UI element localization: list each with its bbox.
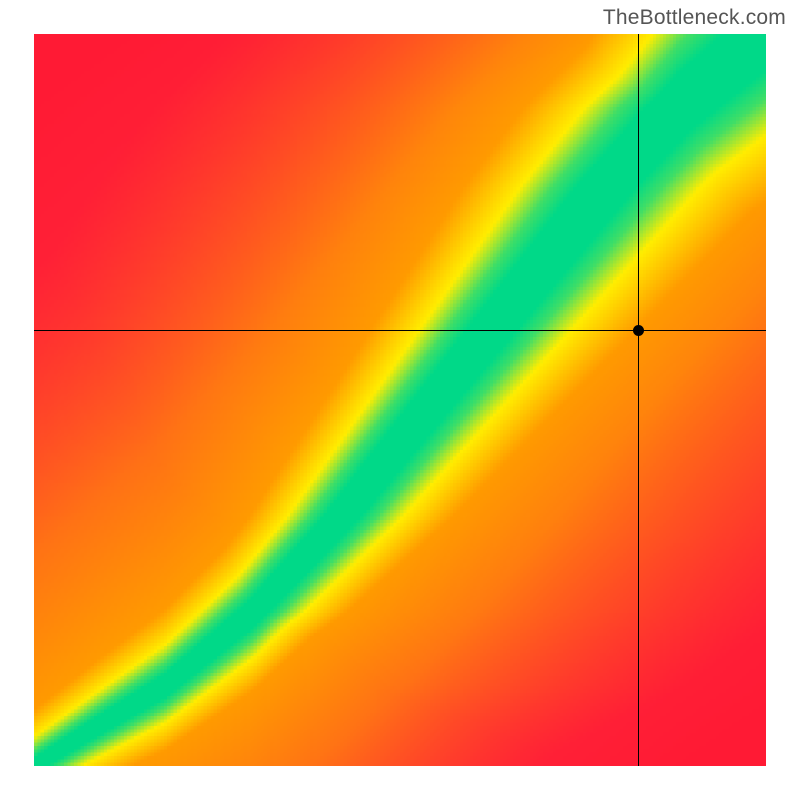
crosshair-marker: [633, 325, 644, 336]
heatmap-canvas: [34, 34, 766, 766]
watermark-text: TheBottleneck.com: [603, 6, 786, 30]
chart-container: TheBottleneck.com: [0, 0, 800, 800]
heatmap-plot: [34, 34, 766, 766]
crosshair-horizontal: [34, 330, 766, 331]
crosshair-vertical: [638, 34, 639, 766]
